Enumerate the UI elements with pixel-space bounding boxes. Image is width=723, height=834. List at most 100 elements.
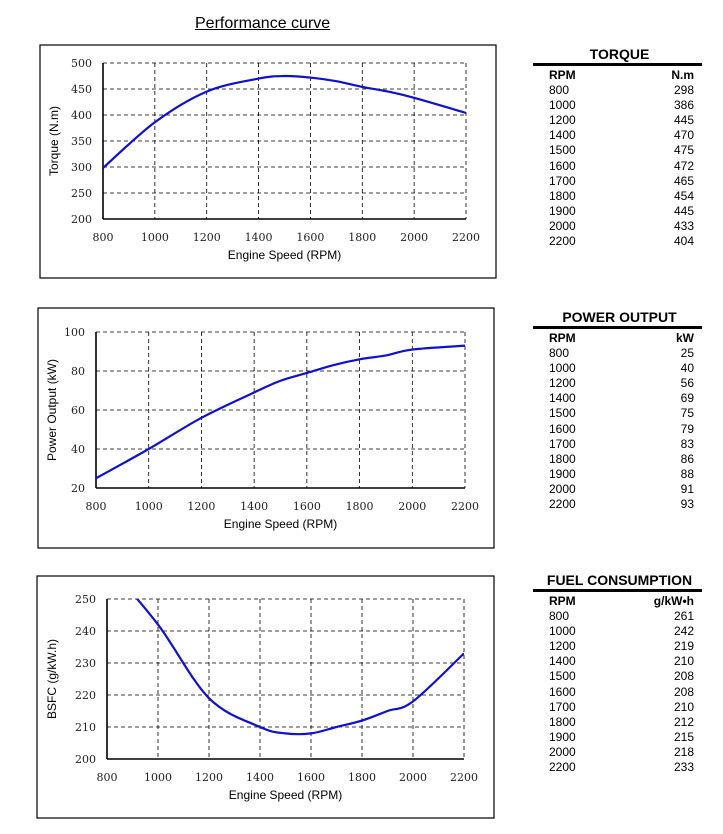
y-tick-label: 80 xyxy=(71,365,85,378)
table-rule xyxy=(533,326,702,329)
table-row: 2000 433 xyxy=(533,219,702,234)
table-fuel-consumption: FUEL CONSUMPTION RPM g/kW•h 800 261 1000… xyxy=(533,572,702,775)
value-cell: 83 xyxy=(680,436,694,451)
table-row: 1700 210 xyxy=(533,700,702,715)
table-row: 1000 40 xyxy=(533,361,702,376)
x-tick-label: 1800 xyxy=(348,231,376,244)
x-tick-label: 1800 xyxy=(346,500,374,513)
y-axis-label: Power Output (kW) xyxy=(45,359,59,461)
table-row: 800 25 xyxy=(533,346,702,361)
rpm-cell: 1600 xyxy=(549,684,576,699)
header-cell: kW xyxy=(676,331,694,345)
value-cell: 40 xyxy=(680,361,694,376)
value-cell: 79 xyxy=(680,421,694,436)
page-title: Performance curve xyxy=(195,15,331,32)
y-tick-label: 200 xyxy=(71,213,92,226)
data-line xyxy=(103,74,466,169)
y-tick-label: 250 xyxy=(71,187,92,200)
x-tick-label: 1200 xyxy=(193,231,221,244)
rpm-cell: 2000 xyxy=(549,481,576,496)
value-cell: 386 xyxy=(673,98,694,113)
y-tick-label: 40 xyxy=(71,443,85,456)
y-tick-label: 240 xyxy=(75,625,96,638)
table-title: FUEL CONSUMPTION xyxy=(546,572,693,588)
data-line xyxy=(135,599,464,736)
value-cell: 75 xyxy=(680,406,694,421)
table-row: 2200 93 xyxy=(533,497,702,512)
rpm-cell: 1600 xyxy=(549,421,576,436)
value-cell: 91 xyxy=(680,481,694,496)
y-tick-label: 400 xyxy=(71,109,92,122)
y-tick-label: 350 xyxy=(71,135,92,148)
x-tick-label: 1200 xyxy=(187,500,215,513)
rpm-cell: 1900 xyxy=(549,729,576,744)
table-row: 1900 445 xyxy=(533,204,702,219)
rpm-cell: 1600 xyxy=(549,158,576,173)
table-row: 800 298 xyxy=(533,83,702,98)
table-row: 1400 470 xyxy=(533,128,702,143)
table-row: 1200 56 xyxy=(533,376,702,391)
rpm-cell: 1700 xyxy=(549,173,576,188)
rpm-cell: 2000 xyxy=(549,744,576,759)
value-cell: 465 xyxy=(673,173,694,188)
table-row: 1400 210 xyxy=(533,654,702,669)
rpm-cell: 800 xyxy=(549,346,570,361)
value-cell: 69 xyxy=(680,391,694,406)
table-row: 2000 218 xyxy=(533,745,702,760)
value-cell: 93 xyxy=(680,497,694,512)
rpm-cell: 1700 xyxy=(549,436,576,451)
rpm-cell: 1500 xyxy=(549,143,576,158)
table-row: 2200 233 xyxy=(533,760,702,775)
value-cell: 25 xyxy=(680,346,694,361)
rpm-cell: 1500 xyxy=(549,406,576,421)
value-cell: 218 xyxy=(673,744,694,759)
rpm-cell: 1800 xyxy=(549,188,576,203)
rpm-cell: 1900 xyxy=(549,203,576,218)
x-tick-label: 2000 xyxy=(398,500,426,513)
rpm-cell: 1000 xyxy=(549,98,576,113)
y-axis-label: Torque (N.m) xyxy=(47,106,61,176)
table-row: 1000 386 xyxy=(533,98,702,113)
x-tick-label: 1400 xyxy=(240,500,268,513)
rpm-cell: 800 xyxy=(549,83,570,98)
table-rule xyxy=(533,589,702,592)
header-cell: RPM xyxy=(549,331,576,345)
table-header: RPM kW xyxy=(533,331,702,346)
table-row: 800 261 xyxy=(533,609,702,624)
x-tick-label: 800 xyxy=(86,500,107,513)
rpm-cell: 1700 xyxy=(549,699,576,714)
y-tick-label: 60 xyxy=(71,404,85,417)
value-cell: 86 xyxy=(680,451,694,466)
table-row: 1800 454 xyxy=(533,189,702,204)
header-cell: RPM xyxy=(549,594,576,608)
x-axis-label: Engine Speed (RPM) xyxy=(228,248,341,262)
table-row: 2200 404 xyxy=(533,234,702,249)
value-cell: 404 xyxy=(673,234,694,249)
table-row: 1500 475 xyxy=(533,143,702,158)
table-rule xyxy=(533,63,702,66)
y-tick-label: 300 xyxy=(71,161,92,174)
x-tick-label: 800 xyxy=(97,771,118,784)
table-row: 1600 79 xyxy=(533,422,702,437)
table-row: 1500 75 xyxy=(533,406,702,421)
value-cell: 298 xyxy=(673,83,694,98)
x-tick-label: 1000 xyxy=(135,500,163,513)
rpm-cell: 1400 xyxy=(549,391,576,406)
rpm-cell: 2200 xyxy=(549,760,576,775)
value-cell: 219 xyxy=(673,639,694,654)
header-cell: g/kW•h xyxy=(653,594,694,608)
x-tick-label: 1200 xyxy=(195,771,223,784)
table-row: 1700 465 xyxy=(533,174,702,189)
table-torque: TORQUE RPM N.m 800 298 1000 386 1200 445… xyxy=(533,46,702,249)
table-row: 1400 69 xyxy=(533,391,702,406)
table-row: 1800 212 xyxy=(533,715,702,730)
x-tick-label: 2200 xyxy=(452,231,480,244)
value-cell: 210 xyxy=(673,654,694,669)
rpm-cell: 1000 xyxy=(549,361,576,376)
x-tick-label: 1000 xyxy=(141,231,169,244)
x-tick-label: 2200 xyxy=(451,500,479,513)
header-cell: N.m xyxy=(671,68,694,82)
x-tick-label: 1600 xyxy=(296,231,324,244)
y-tick-label: 250 xyxy=(75,593,96,606)
